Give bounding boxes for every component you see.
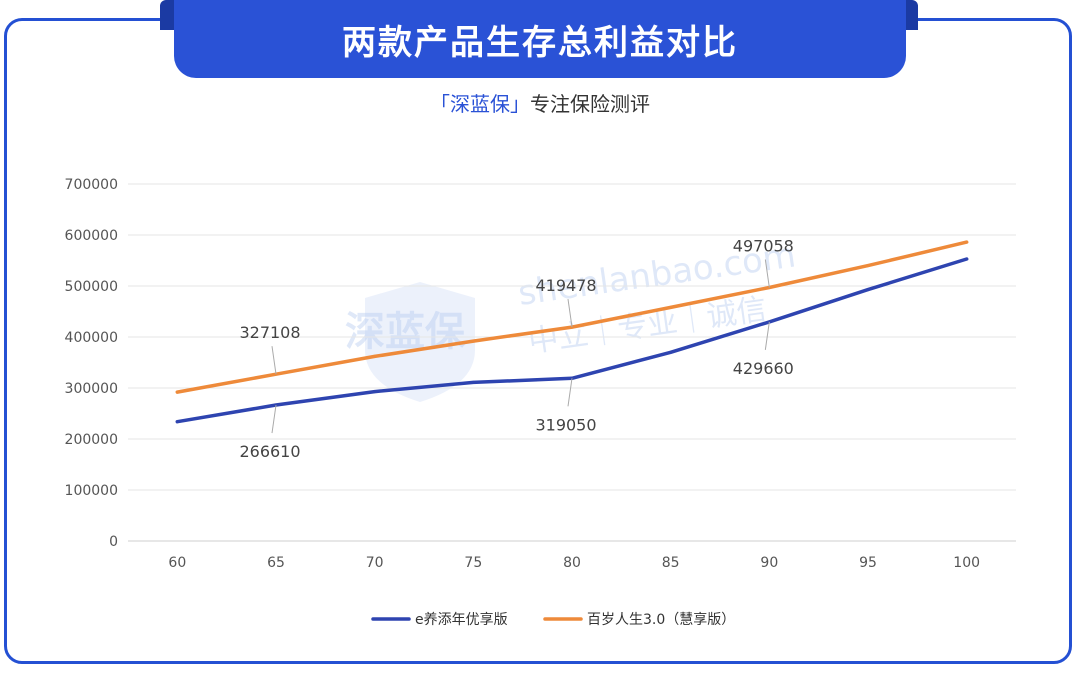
x-tick-label: 100	[953, 555, 980, 571]
x-tick-label: 75	[464, 555, 482, 571]
data-point	[471, 339, 475, 343]
data-point	[669, 305, 673, 309]
chart-frame	[4, 18, 1072, 664]
series-line-2	[175, 240, 969, 394]
legend-label-2: 百岁人生3.0（慧享版）	[587, 611, 735, 628]
data-label-leader	[567, 298, 573, 328]
y-tick-label: 0	[109, 534, 118, 550]
x-tick-label: 70	[366, 555, 384, 571]
y-tick-label: 700000	[65, 177, 118, 193]
data-label-leader	[271, 404, 277, 434]
y-tick-label: 600000	[65, 228, 118, 244]
data-point	[175, 390, 179, 394]
page-title: 两款产品生存总利益对比	[342, 22, 738, 63]
data-label: 266610	[239, 442, 300, 461]
data-label: 419478	[535, 276, 596, 295]
y-tick-label: 400000	[65, 330, 118, 346]
x-tick-label: 65	[267, 555, 285, 571]
subtitle-text: 专注保险测评	[530, 92, 650, 116]
data-label-leader	[567, 378, 573, 407]
data-label: 327108	[239, 323, 300, 342]
x-tick-label: 90	[760, 555, 778, 571]
data-label: 319050	[535, 415, 596, 434]
data-label: 429660	[733, 359, 794, 378]
y-tick-label: 100000	[65, 483, 118, 499]
data-label-leader	[764, 259, 770, 288]
data-point	[175, 420, 179, 424]
subtitle: 「深蓝保」专注保险测评	[0, 88, 1080, 117]
watermark-shield-icon	[365, 282, 475, 402]
data-point	[866, 288, 870, 292]
title-banner: 两款产品生存总利益对比	[174, 0, 906, 78]
data-label: 497058	[733, 237, 794, 256]
data-label-leader	[764, 321, 770, 350]
data-label-leader	[271, 346, 277, 375]
x-tick-label: 80	[563, 555, 581, 571]
data-point	[373, 354, 377, 358]
data-point	[965, 257, 969, 261]
watermark-logo-text: 深蓝保	[345, 309, 466, 355]
y-tick-label: 300000	[65, 381, 118, 397]
x-tick-label: 85	[662, 555, 680, 571]
data-point	[669, 350, 673, 354]
x-tick-label: 95	[859, 555, 877, 571]
subtitle-brand: 「深蓝保」	[430, 92, 530, 116]
data-point	[965, 240, 969, 244]
data-point	[373, 390, 377, 394]
x-tick-label: 60	[168, 555, 186, 571]
y-tick-label: 500000	[65, 279, 118, 295]
legend-label-1: e养添年优享版	[415, 611, 508, 628]
data-point	[471, 380, 475, 384]
data-point	[866, 264, 870, 268]
y-tick-label: 200000	[65, 432, 118, 448]
